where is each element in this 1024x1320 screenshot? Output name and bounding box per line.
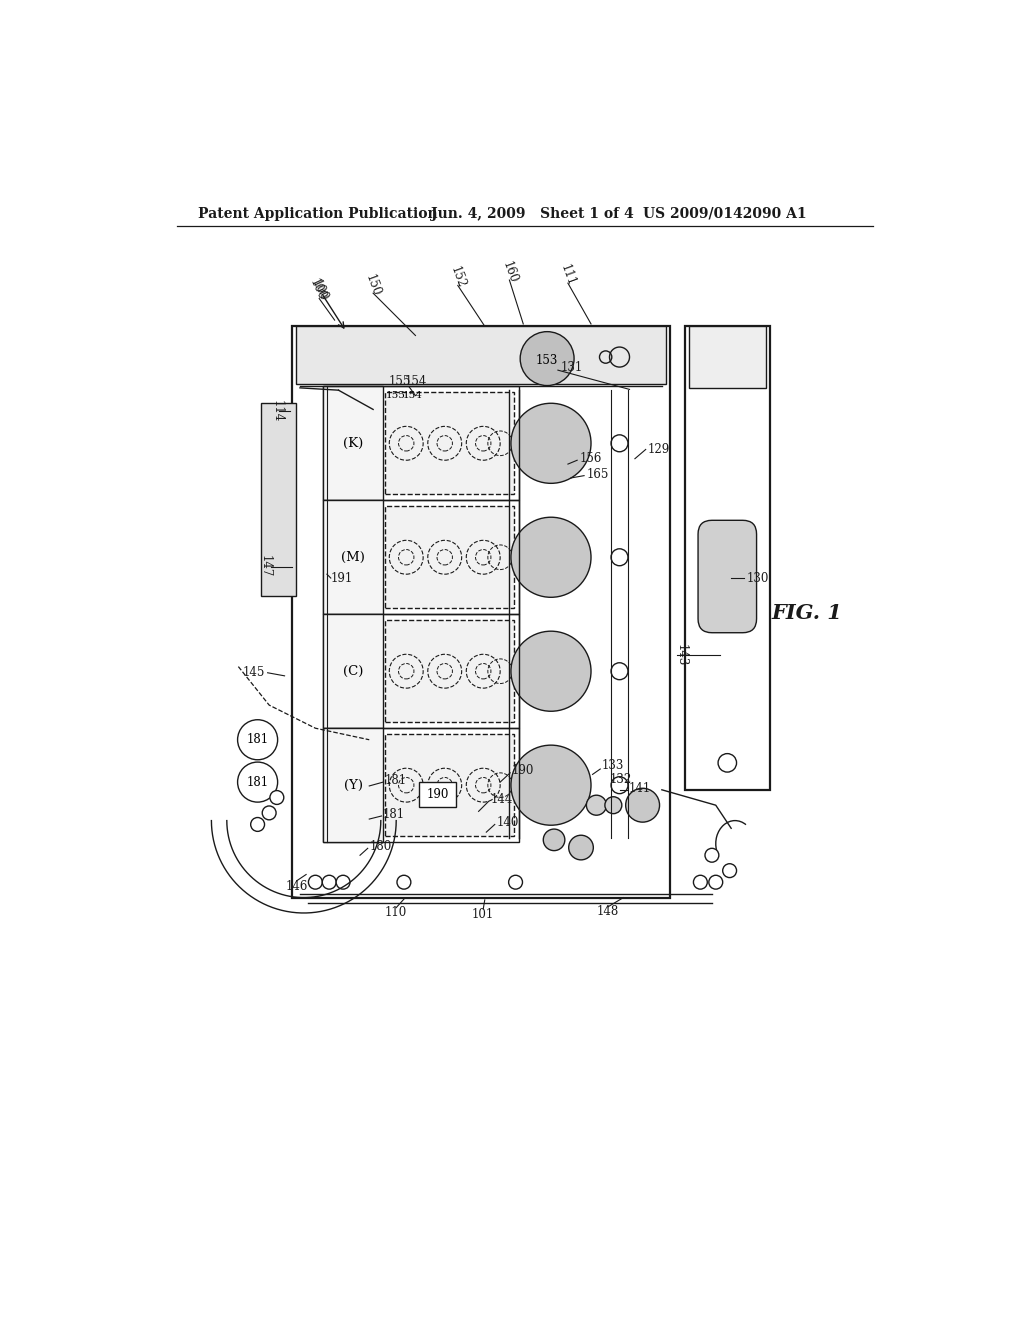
Text: 111: 111 (558, 263, 578, 288)
Text: 146: 146 (286, 879, 308, 892)
Text: 160: 160 (500, 260, 519, 285)
Circle shape (308, 875, 323, 890)
Circle shape (568, 836, 593, 859)
Circle shape (511, 631, 591, 711)
Circle shape (605, 797, 622, 813)
Text: 153: 153 (536, 354, 558, 367)
Circle shape (511, 404, 591, 483)
Text: 129: 129 (648, 444, 671, 455)
Bar (323, 387, 383, 500)
Text: FIG. 1: FIG. 1 (771, 603, 842, 623)
Text: Jun. 4, 2009   Sheet 1 of 4: Jun. 4, 2009 Sheet 1 of 4 (431, 207, 634, 220)
Circle shape (511, 517, 591, 597)
Text: 110: 110 (385, 907, 408, 920)
Circle shape (251, 817, 264, 832)
Circle shape (270, 791, 284, 804)
Text: 140: 140 (497, 816, 519, 829)
Bar (685, 326, 770, 789)
Text: 143: 143 (675, 644, 688, 667)
Text: 144: 144 (490, 792, 513, 805)
Text: 181: 181 (385, 774, 407, 787)
Circle shape (238, 719, 278, 760)
Text: 155: 155 (386, 391, 407, 400)
FancyBboxPatch shape (698, 520, 757, 632)
Bar (323, 387, 518, 500)
Text: 133: 133 (602, 759, 625, 772)
Circle shape (238, 762, 278, 803)
Text: 141: 141 (629, 781, 651, 795)
Circle shape (544, 829, 565, 850)
Bar (292, 326, 670, 898)
Text: 165: 165 (587, 467, 609, 480)
Text: 190: 190 (512, 764, 535, 777)
Text: 154: 154 (403, 391, 423, 400)
Text: 180: 180 (370, 840, 391, 853)
Text: 148: 148 (597, 906, 620, 917)
Circle shape (336, 875, 350, 890)
Text: (Y): (Y) (344, 779, 362, 792)
Bar (323, 500, 518, 614)
Circle shape (509, 875, 522, 890)
Circle shape (397, 875, 411, 890)
Circle shape (262, 807, 276, 820)
Circle shape (323, 875, 336, 890)
Text: US 2009/0142090 A1: US 2009/0142090 A1 (643, 207, 807, 220)
Bar (323, 614, 518, 729)
Circle shape (709, 875, 723, 890)
Circle shape (520, 331, 574, 385)
Text: 130: 130 (746, 572, 769, 585)
Text: 131: 131 (560, 362, 583, 375)
Bar (323, 614, 383, 729)
Text: 155: 155 (389, 375, 412, 388)
Bar (323, 500, 383, 614)
Circle shape (626, 788, 659, 822)
Text: 190: 190 (427, 788, 449, 801)
Circle shape (587, 795, 606, 816)
Bar (689, 326, 766, 388)
Circle shape (705, 849, 719, 862)
Text: 181: 181 (247, 733, 268, 746)
Bar (385, 734, 514, 836)
Text: 100: 100 (307, 276, 329, 302)
Text: 156: 156 (580, 453, 602, 465)
Bar (385, 620, 514, 722)
Bar (323, 729, 518, 842)
Circle shape (723, 863, 736, 878)
Text: (K): (K) (343, 437, 364, 450)
Text: 145: 145 (242, 667, 264, 680)
Text: (M): (M) (341, 550, 365, 564)
Text: 132: 132 (609, 772, 632, 785)
Text: 114: 114 (270, 400, 284, 422)
Text: 181: 181 (383, 808, 406, 821)
Text: Patent Application Publication: Patent Application Publication (199, 207, 438, 220)
Bar (419, 781, 457, 807)
Bar (296, 326, 666, 384)
Text: 101: 101 (472, 908, 495, 921)
Text: 147: 147 (259, 556, 271, 578)
Text: (C): (C) (343, 665, 364, 677)
Text: 100: 100 (308, 279, 330, 304)
Circle shape (511, 744, 591, 825)
Text: 181: 181 (247, 776, 268, 788)
Text: 150: 150 (364, 273, 383, 298)
Text: 152: 152 (447, 265, 468, 290)
Bar (385, 392, 514, 494)
Bar (385, 507, 514, 609)
Bar (323, 729, 383, 842)
Text: 191: 191 (331, 572, 353, 585)
Text: 154: 154 (404, 375, 427, 388)
Circle shape (693, 875, 708, 890)
Bar (261, 404, 296, 595)
